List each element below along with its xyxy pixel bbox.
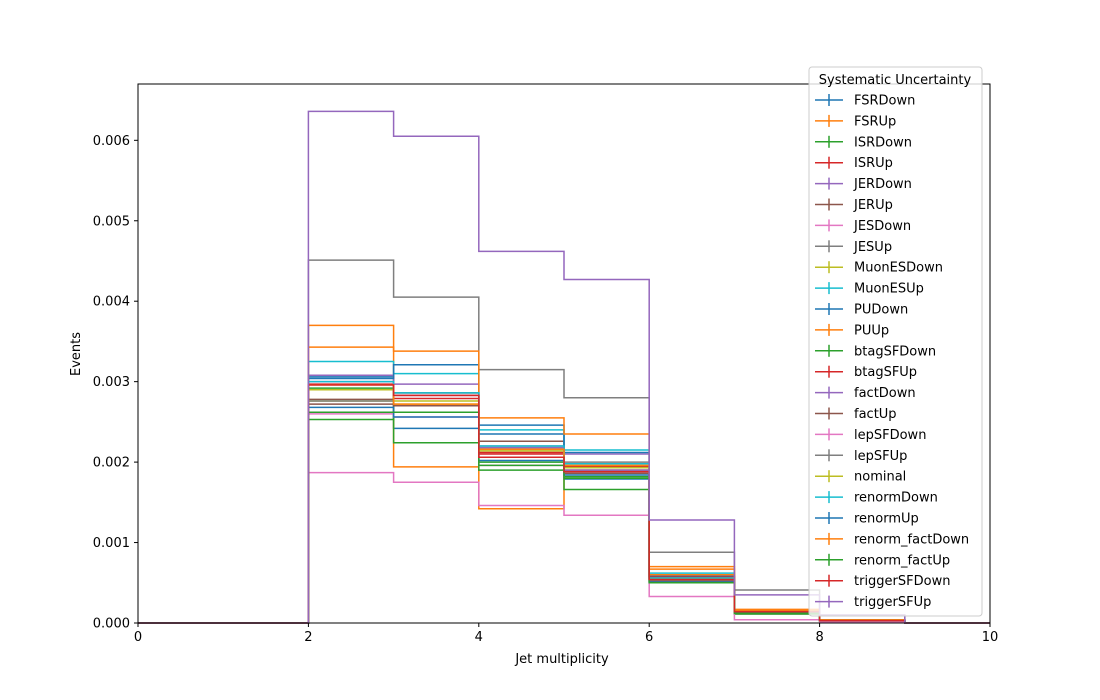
x-axis-label: Jet multiplicity — [514, 652, 609, 667]
x-tick-label: 0 — [134, 630, 142, 645]
legend-label: FSRDown — [854, 94, 915, 109]
legend-entry-btagSFDown: btagSFDown — [815, 344, 936, 359]
series-layer — [138, 110, 990, 624]
legend-label: renorm_factUp — [854, 553, 950, 568]
legend-label: JESDown — [853, 219, 911, 234]
legend-label: renorm_factDown — [854, 532, 969, 547]
y-tick-label: 0.005 — [93, 214, 130, 229]
y-axis-label: Events — [69, 332, 84, 376]
legend-entry-ISRDown: ISRDown — [815, 135, 912, 150]
legend-label: ISRUp — [854, 156, 893, 171]
legend-label: JERDown — [853, 177, 912, 192]
legend-entry-MuonESUp: MuonESUp — [815, 282, 924, 297]
legend-items: FSRDown FSRUp ISRDown ISRUp JERDown JERUp JESD… — [815, 94, 969, 610]
y-tick-label: 0.001 — [93, 536, 130, 551]
legend-entry-JESUp: JESUp — [815, 240, 892, 255]
legend-label: ISRDown — [854, 135, 912, 150]
legend-entry-btagSFUp: btagSFUp — [815, 365, 917, 380]
legend-entry-triggerSFUp: triggerSFUp — [815, 595, 931, 610]
x-tick-label: 2 — [304, 630, 312, 645]
legend-entry-JERUp: JERUp — [815, 198, 893, 213]
legend-label: JERUp — [853, 198, 893, 213]
legend-entry-factUp: factUp — [815, 407, 897, 422]
legend-label: lepSFDown — [854, 428, 926, 443]
y-tick-label: 0.003 — [93, 375, 130, 390]
legend-label: btagSFUp — [854, 365, 917, 380]
legend-label: nominal — [854, 470, 906, 485]
legend-label: PUUp — [854, 323, 889, 338]
y-tick-label: 0.002 — [93, 456, 130, 471]
legend-entry-ISRUp: ISRUp — [815, 156, 893, 171]
x-tick-label: 4 — [475, 630, 483, 645]
legend-entry-JESDown: JESDown — [815, 219, 911, 234]
axes-frame — [137, 83, 991, 624]
legend-label: triggerSFUp — [854, 595, 931, 610]
legend-entry-lepSFDown: lepSFDown — [815, 428, 926, 443]
legend-entry-FSRDown: FSRDown — [815, 94, 915, 109]
y-tick-label: 0.000 — [93, 617, 130, 632]
legend-entry-triggerSFDown: triggerSFDown — [815, 574, 950, 589]
legend-label: MuonESUp — [854, 282, 924, 297]
x-tick-label: 10 — [982, 630, 999, 645]
legend-label: JESUp — [853, 240, 892, 255]
legend-entry-nominal: nominal — [815, 470, 906, 485]
legend-label: btagSFDown — [854, 344, 936, 359]
x-axis: 0 2 4 6 8 10 — [134, 623, 998, 645]
x-tick-label: 6 — [645, 630, 653, 645]
legend-entry-MuonESDown: MuonESDown — [815, 261, 943, 276]
legend-entry-renormUp: renormUp — [815, 512, 919, 527]
y-tick-label: 0.004 — [93, 295, 130, 310]
legend-label: lepSFUp — [854, 449, 907, 464]
legend-label: triggerSFDown — [854, 574, 950, 589]
legend-entry-lepSFUp: lepSFUp — [815, 449, 907, 464]
legend-label: renormDown — [854, 491, 938, 506]
legend-label: renormUp — [854, 512, 919, 527]
y-axis: 0.000 0.001 0.002 0.003 0.004 0.005 0.006 — [93, 134, 138, 632]
x-tick-label: 8 — [815, 630, 823, 645]
legend-entry-FSRUp: FSRUp — [815, 114, 896, 129]
legend-label: PUDown — [854, 303, 908, 318]
legend: Systematic Uncertainty FSRDown FSRUp ISRDo… — [808, 66, 983, 617]
legend-entry-PUUp: PUUp — [815, 323, 889, 338]
legend-label: factDown — [854, 386, 916, 401]
y-tick-label: 0.006 — [93, 134, 130, 149]
legend-entry-JERDown: JERDown — [815, 177, 912, 192]
legend-entry-PUDown: PUDown — [815, 303, 908, 318]
legend-label: FSRUp — [854, 114, 896, 129]
legend-entry-factDown: factDown — [815, 386, 916, 401]
legend-title: Systematic Uncertainty — [819, 73, 972, 88]
legend-entry-renorm_factUp: renorm_factUp — [815, 553, 950, 568]
legend-entry-renorm_factDown: renorm_factDown — [815, 532, 969, 547]
legend-label: factUp — [854, 407, 897, 422]
legend-entry-renormDown: renormDown — [815, 491, 938, 506]
legend-label: MuonESDown — [854, 261, 943, 276]
legend-box — [808, 66, 983, 617]
